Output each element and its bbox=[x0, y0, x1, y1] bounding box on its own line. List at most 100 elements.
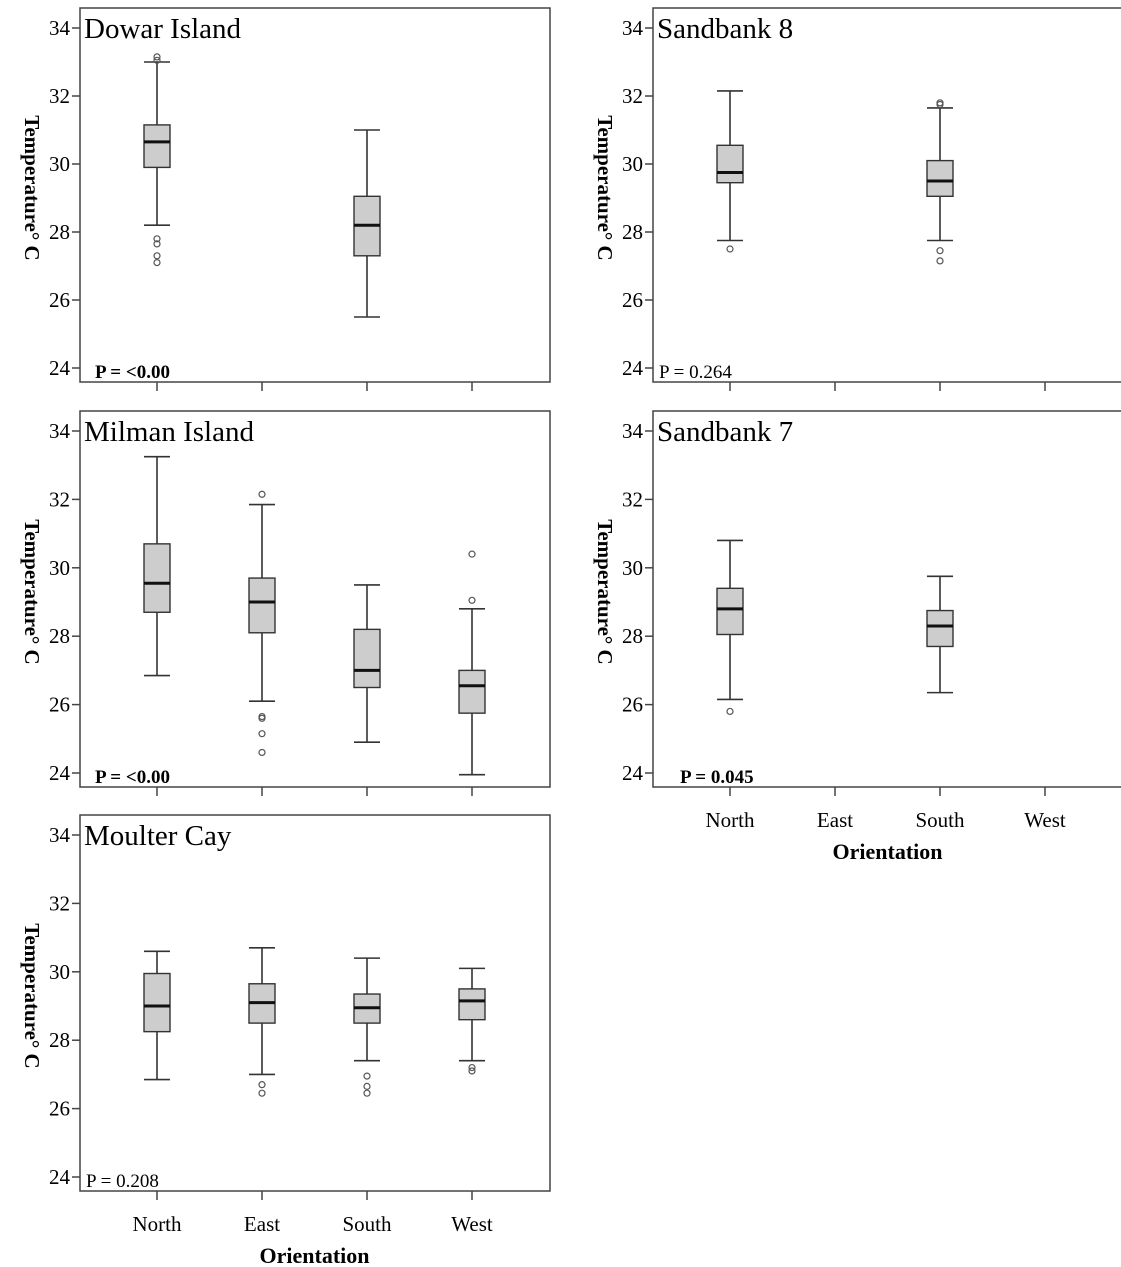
y-tick-label: 30 bbox=[49, 152, 70, 176]
box-east bbox=[248, 947, 276, 1097]
y-tick-label: 34 bbox=[49, 419, 71, 443]
box-east bbox=[248, 490, 276, 757]
box-south bbox=[353, 957, 381, 1097]
y-tick-label: 24 bbox=[622, 761, 644, 785]
box-south bbox=[353, 129, 381, 318]
x-category-label: South bbox=[915, 808, 965, 832]
p-value-label: P = <0.00 bbox=[95, 767, 170, 788]
outlier-point bbox=[153, 259, 161, 267]
chart-panel: 24 26 28 30 32 34 Temperature° C Sandbank 8 P = … bbox=[593, 7, 1121, 391]
box-west bbox=[458, 550, 486, 776]
y-tick-label: 32 bbox=[49, 891, 70, 915]
outlier-point bbox=[258, 1081, 266, 1089]
y-tick-label: 34 bbox=[49, 16, 71, 40]
box-north bbox=[143, 53, 171, 267]
y-tick-label: 30 bbox=[49, 960, 70, 984]
outlier-point bbox=[153, 53, 161, 61]
p-value-label: P = 0.208 bbox=[86, 1171, 159, 1192]
y-tick-label: 24 bbox=[49, 1165, 71, 1189]
outlier-point bbox=[363, 1089, 371, 1097]
interquartile-box bbox=[248, 577, 276, 634]
plot-frame bbox=[79, 7, 551, 383]
chart-panel: 24 26 28 30 32 34 North East South West Orientatio… bbox=[20, 814, 551, 1267]
box-south bbox=[926, 575, 954, 694]
y-tick-label: 32 bbox=[622, 487, 643, 511]
chart-panel: 24 26 28 30 32 34 Temperature° C Dowar Island P … bbox=[20, 7, 551, 391]
x-category-label: West bbox=[1024, 808, 1066, 832]
y-axis-label: Temperature° C bbox=[20, 519, 44, 664]
outlier-point bbox=[468, 1067, 476, 1075]
x-category-label: West bbox=[451, 1212, 493, 1236]
box-south bbox=[353, 584, 381, 744]
y-tick-label: 30 bbox=[622, 152, 643, 176]
y-axis-label: Temperature° C bbox=[593, 519, 617, 664]
x-category-label: North bbox=[706, 808, 755, 832]
y-tick-label: 34 bbox=[49, 823, 71, 847]
y-tick-label: 26 bbox=[49, 288, 70, 312]
interquartile-box bbox=[143, 543, 171, 613]
outlier-point bbox=[726, 245, 734, 253]
outlier-point bbox=[468, 550, 476, 558]
outlier-point bbox=[153, 252, 161, 260]
y-tick-label: 28 bbox=[622, 220, 643, 244]
panel-title: Dowar Island bbox=[84, 13, 242, 45]
p-value-label: P = 0.264 bbox=[659, 362, 732, 383]
x-axis-label: Orientation bbox=[833, 839, 943, 864]
y-axis-label: Temperature° C bbox=[593, 115, 617, 260]
y-tick-label: 26 bbox=[622, 288, 643, 312]
outlier-point bbox=[153, 56, 161, 64]
y-tick-label: 28 bbox=[622, 624, 643, 648]
outlier-point bbox=[936, 257, 944, 265]
panel-title: Sandbank 8 bbox=[657, 13, 793, 45]
plot-frame bbox=[79, 814, 551, 1192]
interquartile-box bbox=[458, 988, 486, 1021]
outlier-point bbox=[153, 235, 161, 243]
y-tick-label: 34 bbox=[622, 419, 644, 443]
y-tick-label: 30 bbox=[49, 556, 70, 580]
interquartile-box bbox=[926, 159, 954, 198]
interquartile-box bbox=[716, 144, 744, 184]
y-tick-label: 24 bbox=[49, 761, 71, 785]
interquartile-box bbox=[143, 972, 171, 1033]
outlier-point bbox=[258, 730, 266, 738]
box-south bbox=[926, 99, 954, 265]
interquartile-box bbox=[926, 609, 954, 648]
panel-title: Moulter Cay bbox=[84, 820, 232, 852]
outlier-point bbox=[258, 748, 266, 757]
y-axis-label: Temperature° C bbox=[20, 115, 44, 260]
outlier-point bbox=[258, 712, 266, 721]
outlier-point bbox=[363, 1072, 371, 1080]
panel-title: Sandbank 7 bbox=[657, 416, 793, 448]
outlier-point bbox=[936, 99, 944, 107]
plot-frame bbox=[79, 410, 551, 788]
box-west bbox=[458, 967, 486, 1075]
x-category-label: East bbox=[244, 1212, 280, 1236]
y-tick-label: 26 bbox=[49, 1097, 70, 1121]
outlier-point bbox=[468, 596, 476, 604]
y-tick-label: 26 bbox=[49, 693, 70, 717]
y-tick-label: 24 bbox=[49, 356, 71, 380]
y-tick-label: 24 bbox=[622, 356, 644, 380]
interquartile-box bbox=[716, 587, 744, 636]
y-tick-label: 28 bbox=[49, 220, 70, 244]
plot-frame bbox=[652, 410, 1121, 788]
y-tick-label: 32 bbox=[49, 84, 70, 108]
chart-panel: 24 26 28 30 32 34 Temperature° C Milman Island P… bbox=[20, 410, 551, 796]
y-tick-label: 28 bbox=[49, 1028, 70, 1052]
interquartile-box bbox=[353, 628, 381, 689]
x-category-label: North bbox=[133, 1212, 182, 1236]
y-axis-label: Temperature° C bbox=[20, 923, 44, 1068]
p-value-label: P = <0.00 bbox=[95, 362, 170, 383]
y-tick-label: 32 bbox=[622, 84, 643, 108]
interquartile-box bbox=[143, 124, 171, 169]
box-north bbox=[716, 539, 744, 716]
box-north bbox=[143, 455, 171, 677]
y-tick-label: 32 bbox=[49, 487, 70, 511]
outlier-point bbox=[153, 240, 161, 248]
x-category-label: East bbox=[817, 808, 853, 832]
plot-frame bbox=[652, 7, 1121, 383]
outlier-point bbox=[258, 490, 266, 498]
panel-title: Milman Island bbox=[84, 416, 254, 448]
outlier-point bbox=[726, 707, 734, 716]
box-north bbox=[716, 90, 744, 253]
